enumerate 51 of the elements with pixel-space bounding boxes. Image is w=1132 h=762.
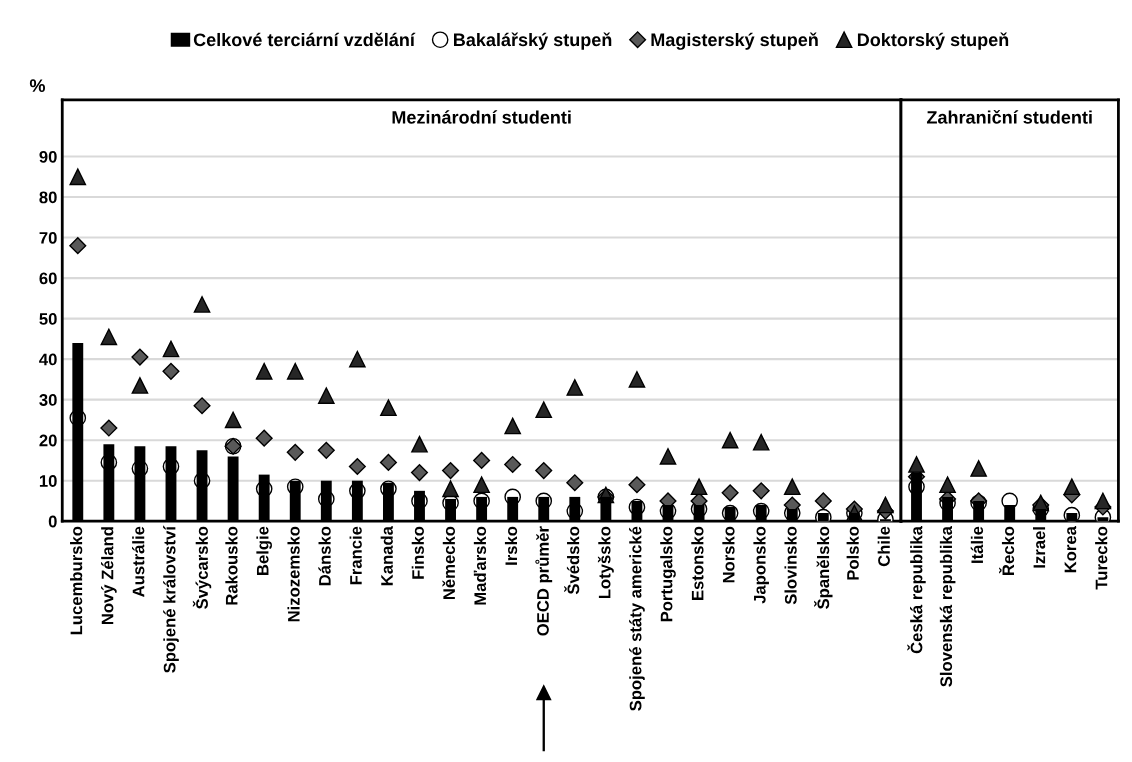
y-tick-label: 0 (48, 515, 57, 528)
x-tick-label: Řecko (999, 526, 1015, 575)
x-tick-label: OECD průměr (535, 526, 553, 636)
x-tick-label: Chile (877, 526, 890, 567)
chart-title: Zahraniční studenti (926, 110, 1092, 124)
x-tick-label: Kanada (380, 525, 393, 586)
x-tick-label: Švédsko (564, 526, 580, 595)
x-tick-label: Finsko (411, 526, 424, 579)
y-tick-label: 10 (39, 475, 57, 487)
x-tick-label: Norsko (722, 526, 735, 583)
x-tick-label: Estonsko (691, 526, 704, 600)
x-tick-label: Německo (442, 526, 456, 600)
x-tick-label: Izrael (1032, 527, 1046, 568)
x-tick-label: Lucembursko (70, 526, 83, 635)
y-tick-label: 20 (39, 434, 57, 447)
x-tick-label: Španělsko (814, 526, 833, 609)
x-tick-label: Itálie (970, 526, 984, 563)
legend-label: Doktorský stupeň (857, 32, 1009, 50)
legend-label: Magisterský stupeň (651, 32, 818, 50)
chart-title: Mezinárodní studenti (392, 110, 571, 124)
y-tick-label: 50 (39, 313, 57, 325)
y-tick-label: 30 (39, 394, 57, 406)
x-tick-label: Spojené státy americké (629, 526, 645, 711)
y-tick-label: 70 (39, 231, 57, 244)
x-tick-label: Spojené království (163, 525, 179, 673)
x-tick-label: Slovinsko (784, 526, 797, 605)
x-tick-label: Francie (349, 526, 362, 585)
x-tick-label: Austrálie (132, 526, 145, 597)
legend-label: Bakalářský stupeň (454, 32, 612, 50)
x-tick-label: Turecko (1095, 526, 1108, 590)
x-tick-label: Korea (1064, 525, 1077, 573)
y-tick-label: 90 (39, 150, 57, 163)
x-tick-label: Slovenská republika (939, 525, 956, 687)
y-tick-label: 40 (39, 353, 57, 366)
x-tick-label: Irsko (504, 526, 518, 565)
x-tick-label: Nizozemsko (287, 526, 300, 622)
x-tick-label: Japonsko (753, 526, 769, 604)
y-axis-title: % (29, 79, 46, 92)
x-tick-label: Rakousko (225, 526, 238, 605)
y-tick-label: 60 (39, 272, 57, 285)
x-tick-label: Belgie (256, 526, 272, 575)
legend-label: Celkové terciární vzdělání (193, 32, 416, 47)
x-tick-label: Česká republika (907, 525, 926, 654)
x-tick-label: Portugalsko (660, 526, 676, 622)
x-tick-label: Maďarsko (473, 526, 487, 605)
y-tick-label: 80 (39, 191, 57, 204)
x-tick-label: Polsko (846, 526, 859, 580)
x-tick-label: Nový Zéland (101, 527, 117, 625)
x-tick-label: Dánsko (318, 526, 331, 586)
x-tick-label: Lotyšsko (597, 526, 614, 599)
x-tick-label: Švýcarsko (192, 526, 212, 609)
